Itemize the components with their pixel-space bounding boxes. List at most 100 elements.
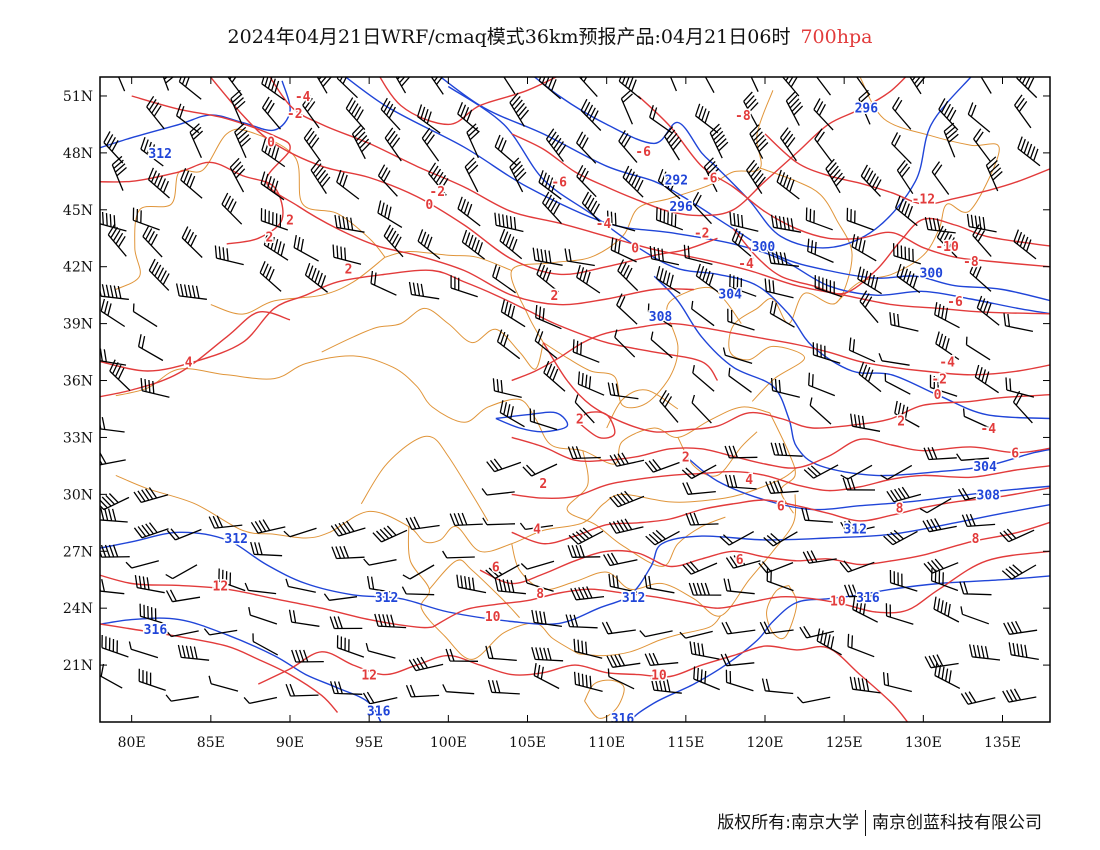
wind-barb	[111, 155, 127, 191]
lat-tick-label: 30N	[63, 487, 93, 503]
wind-barb	[545, 128, 567, 162]
wind-barb	[1008, 642, 1039, 661]
temperature-contour-line	[209, 77, 718, 276]
temperature-contour-line	[577, 411, 616, 439]
wind-barb	[750, 77, 759, 92]
wind-barb	[100, 662, 123, 689]
wind-barb	[395, 77, 411, 94]
temperature-contour-label: 8	[972, 532, 980, 547]
wind-barb	[610, 237, 637, 263]
wind-barb	[766, 568, 794, 592]
height-contour-label: 296	[669, 200, 693, 215]
axis-ticks: 80E 85E 90E 95E 100E 105E 110E 115E 120E 125E 130E…	[63, 77, 1050, 751]
wind-barb	[848, 337, 876, 363]
wind-barb	[117, 77, 126, 92]
temperature-contour-line	[100, 623, 339, 713]
wind-barb	[165, 694, 199, 702]
wind-barb	[288, 609, 320, 627]
temperature-contour-label: -8	[735, 109, 751, 124]
boundary-line	[407, 526, 579, 660]
wind-barb	[384, 127, 402, 162]
wind-barb	[380, 97, 401, 131]
wind-barb	[142, 225, 163, 258]
wind-barb	[649, 246, 680, 266]
title-level: 700hpa	[800, 26, 873, 48]
wind-barb	[405, 516, 440, 531]
wind-barb	[956, 453, 990, 461]
temperature-contour-label: -10	[935, 240, 959, 255]
wind-barb	[769, 300, 795, 328]
wind-barb	[101, 634, 129, 658]
temperature-contour-label: -6	[551, 175, 567, 190]
wind-barb	[259, 260, 282, 292]
wind-barb	[370, 270, 397, 296]
wind-barb	[934, 662, 961, 689]
lon-tick-label: 110E	[588, 735, 625, 751]
temperature-contour-label: 12	[213, 579, 229, 594]
boundary-line	[511, 494, 797, 617]
boundary-line	[584, 679, 625, 719]
wind-barb	[814, 275, 843, 298]
wind-barb	[214, 245, 244, 266]
lon-tick-label: 130E	[905, 735, 942, 751]
temperature-contour-label: 2	[682, 450, 690, 465]
wind-barb	[617, 259, 639, 292]
wind-barb	[846, 207, 874, 231]
wind-barb	[999, 528, 1035, 543]
wind-barb	[533, 663, 560, 690]
temperature-contour-label: -6	[702, 172, 718, 187]
height-contour-label: 308	[977, 488, 1001, 503]
lon-tick-label: 125E	[826, 735, 863, 751]
temperature-contour-label: 2	[897, 414, 905, 429]
wind-barb	[855, 77, 871, 96]
temperature-contour-label: -4	[596, 217, 612, 232]
wind-barb	[746, 159, 766, 194]
geopotential-height-contours	[100, 77, 1050, 722]
wind-barb	[260, 208, 289, 231]
wind-barb	[859, 290, 879, 324]
height-contour-label: 304	[718, 287, 742, 302]
wind-barb	[858, 361, 882, 393]
wind-barb	[534, 328, 558, 359]
wind-barb	[682, 482, 716, 495]
wind-barb	[485, 645, 517, 662]
wind-barb	[166, 528, 202, 541]
wind-barb	[428, 162, 449, 196]
wind-barb	[664, 126, 682, 161]
wind-barb	[261, 77, 285, 101]
wind-barb	[857, 266, 882, 295]
wind-barb	[764, 278, 794, 299]
temperature-contour-label: -2	[287, 107, 303, 122]
wind-barb	[880, 464, 913, 480]
boundary-line	[384, 250, 512, 271]
wind-barb	[960, 606, 990, 625]
lat-tick-label: 21N	[63, 658, 93, 674]
wind-barb	[138, 668, 166, 692]
wind-barb	[965, 336, 991, 361]
wind-barb	[1005, 377, 1035, 398]
wind-barb	[567, 544, 601, 558]
wind-barb	[639, 630, 673, 638]
wind-barb	[723, 578, 755, 595]
wind-barb	[487, 679, 520, 695]
wind-barb	[767, 250, 799, 267]
wind-barb	[609, 490, 645, 508]
wind-barb	[250, 519, 286, 534]
wind-barb	[1013, 229, 1037, 260]
wind-barb	[849, 676, 881, 694]
wind-barb	[442, 684, 475, 695]
temperature-contour-label: -6	[947, 295, 963, 310]
wind-barb	[565, 614, 598, 629]
wind-barb	[576, 264, 601, 294]
temperature-contour-label: -6	[635, 145, 651, 160]
height-contour-label: 316	[611, 712, 635, 727]
wind-barb	[221, 192, 243, 225]
temperature-contours	[100, 77, 1050, 722]
wind-barb	[535, 304, 562, 330]
temperature-contour-label: 0	[934, 388, 942, 403]
temperature-contour-label: -4	[939, 356, 955, 371]
wind-barb	[985, 156, 1003, 192]
boundary-line	[115, 467, 798, 553]
lat-tick-label: 27N	[63, 544, 93, 560]
height-contour-label: 304	[973, 460, 997, 475]
